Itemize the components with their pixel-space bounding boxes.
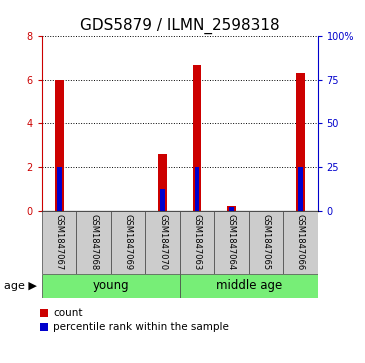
Text: GSM1847067: GSM1847067: [55, 214, 64, 270]
Bar: [229, 207, 234, 211]
Bar: [296, 73, 305, 211]
Text: young: young: [93, 280, 129, 292]
Bar: [193, 65, 201, 211]
Bar: [158, 154, 167, 211]
Text: GSM1847064: GSM1847064: [227, 214, 236, 270]
Title: GDS5879 / ILMN_2598318: GDS5879 / ILMN_2598318: [80, 17, 280, 33]
Text: GSM1847070: GSM1847070: [158, 214, 167, 270]
Bar: [57, 167, 62, 211]
Bar: [42, 274, 180, 298]
Bar: [111, 211, 145, 274]
Bar: [180, 274, 318, 298]
Bar: [227, 206, 236, 211]
Text: GSM1847063: GSM1847063: [192, 214, 201, 270]
Bar: [76, 211, 111, 274]
Legend: count, percentile rank within the sample: count, percentile rank within the sample: [40, 308, 229, 333]
Text: GSM1847068: GSM1847068: [89, 214, 98, 270]
Bar: [249, 211, 283, 274]
Bar: [42, 211, 76, 274]
Text: GSM1847069: GSM1847069: [124, 214, 132, 270]
Bar: [145, 211, 180, 274]
Text: GSM1847065: GSM1847065: [261, 214, 270, 270]
Bar: [180, 211, 214, 274]
Bar: [298, 167, 303, 211]
Bar: [283, 211, 318, 274]
Bar: [55, 80, 64, 211]
Bar: [160, 189, 165, 211]
Text: middle age: middle age: [215, 280, 282, 292]
Bar: [195, 167, 199, 211]
Text: GSM1847066: GSM1847066: [296, 214, 305, 270]
Bar: [214, 211, 249, 274]
Text: age ▶: age ▶: [4, 281, 36, 291]
